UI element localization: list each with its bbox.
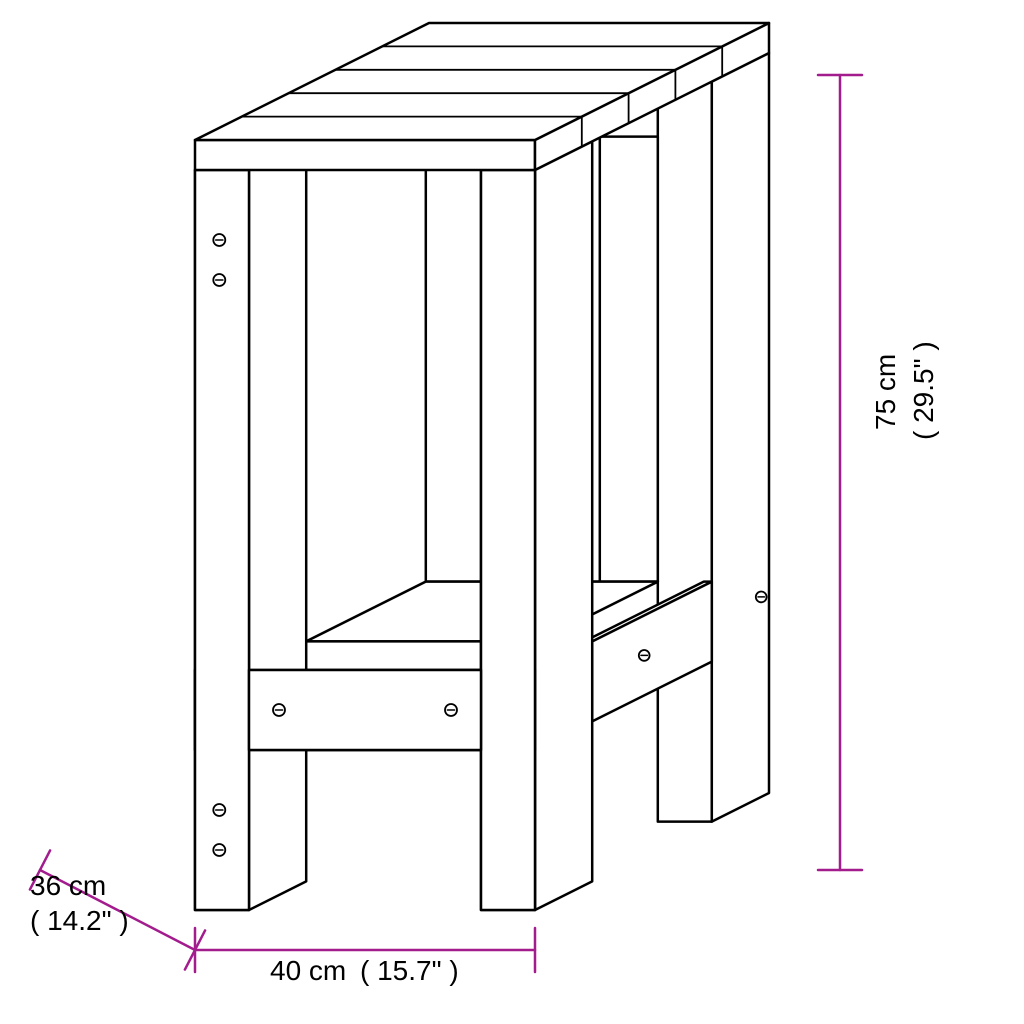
- height-label-cm: 75 cm: [870, 354, 902, 430]
- width-label-in: ( 15.7" ): [360, 955, 459, 987]
- depth-label-cm: 36 cm: [30, 870, 106, 902]
- depth-label-in: ( 14.2" ): [30, 905, 129, 937]
- height-label-in: ( 29.5" ): [908, 341, 940, 440]
- width-label-cm: 40 cm: [270, 955, 346, 987]
